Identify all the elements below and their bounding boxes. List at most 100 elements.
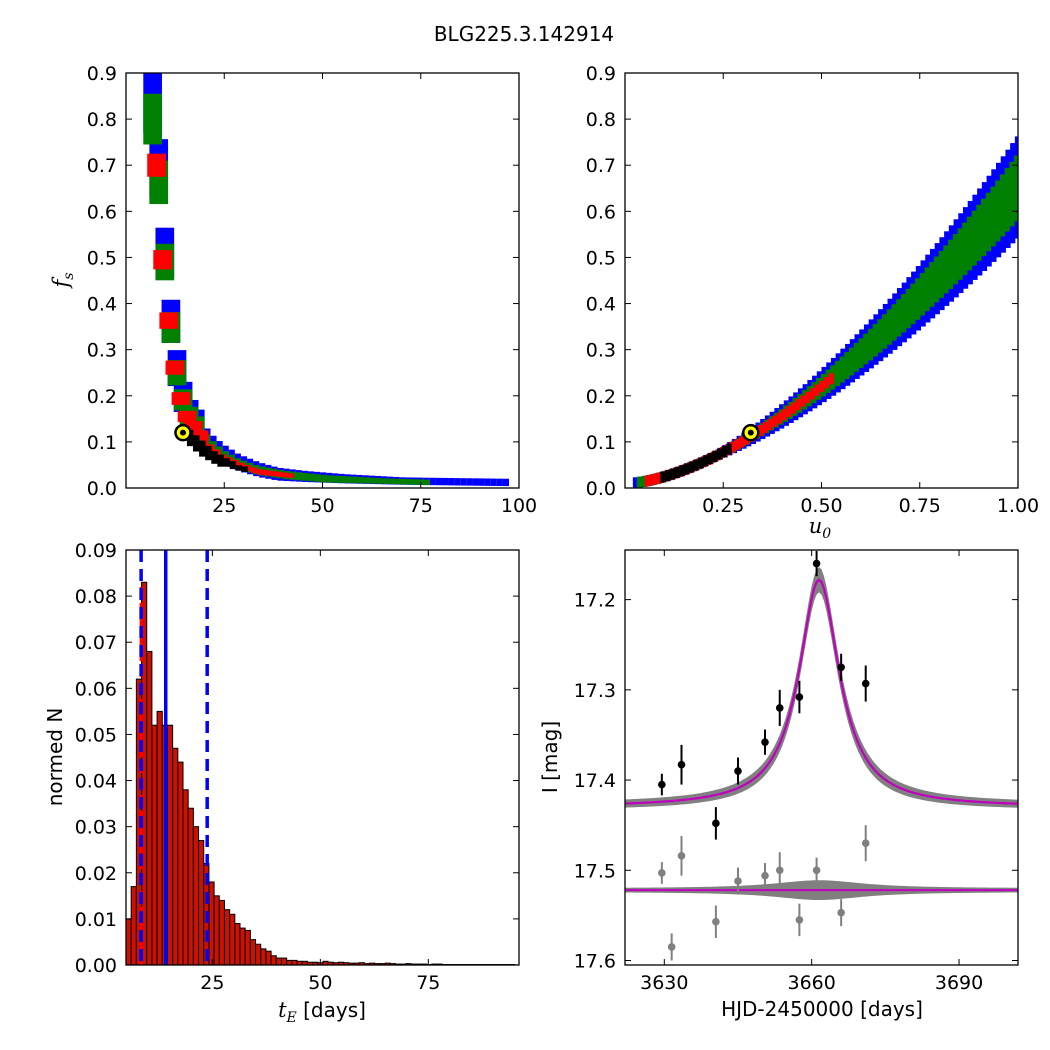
x-tick-label: 3690 (935, 972, 983, 994)
2sigma-cell (143, 93, 162, 145)
hist-bar (286, 959, 293, 965)
p3-ylabel: normed N (43, 708, 67, 807)
x-tick-label: 75 (416, 972, 440, 994)
hist-bar (187, 807, 194, 965)
x-tick-label: 25 (212, 495, 236, 517)
1sigma-cell (644, 475, 650, 487)
residual-point (712, 917, 720, 926)
3sigma-cell (429, 477, 436, 486)
x-tick-label: 100 (501, 495, 537, 517)
2sigma-cell (877, 319, 883, 353)
2sigma-cell (844, 352, 850, 380)
1sigma-cell (776, 412, 782, 424)
hist-bar (239, 927, 246, 965)
2sigma-cell (962, 222, 968, 276)
p3-axes-frame (125, 549, 520, 966)
best-cell (693, 459, 699, 471)
2sigma-cell (919, 272, 925, 316)
data-point (734, 767, 742, 775)
3sigma-cell (435, 477, 442, 486)
y-tick-label: 0.3 (87, 340, 117, 362)
hist-bar (260, 948, 267, 965)
hist-bar (130, 886, 137, 965)
1sigma-cell (767, 418, 773, 430)
residual-point (734, 877, 742, 885)
hist-bar (275, 957, 282, 965)
3sigma-cell (478, 478, 485, 486)
hist-bar (223, 909, 231, 965)
1sigma-cell (654, 473, 660, 485)
y-tick-label: 0.07 (75, 632, 117, 654)
x-tick-label: 50 (310, 495, 334, 517)
residual-point (667, 943, 676, 951)
2sigma-cell (1009, 161, 1015, 227)
1sigma-cell (275, 471, 282, 477)
1sigma-cell (257, 469, 264, 475)
1sigma-cell (804, 391, 811, 404)
1sigma-cell (738, 436, 745, 448)
x-tick-label: 3630 (640, 972, 688, 994)
residual-point (775, 866, 784, 875)
y-tick-label: 0.04 (75, 771, 117, 793)
y-tick-label: 0.4 (87, 294, 117, 316)
panel-fs-vs-te: 25 50 75 1000.00.10.20.30.40.50.60.70.80.9 … (49, 63, 537, 517)
y-tick-label: 17.2 (574, 590, 616, 612)
y-tick-label: 17.5 (574, 860, 616, 882)
2sigma-cell (952, 234, 958, 285)
2sigma-cell (896, 299, 902, 337)
best-cell (660, 471, 666, 483)
y-tick-label: 0.8 (87, 109, 117, 131)
y-tick-label: 0.3 (586, 340, 616, 362)
residual-point (677, 852, 686, 860)
x-tick-label: 75 (409, 495, 433, 517)
3sigma-cell (502, 478, 509, 487)
panel-fs-vs-u0: 0.25 0.50 0.75 1.00 0.0 0.1 0.2 0.3 0.4 0.5 0.6 0.7… (586, 63, 1039, 542)
2sigma-cell (849, 347, 855, 376)
p2-plot-area (632, 136, 1018, 488)
hist-bar (244, 929, 251, 965)
best-cell (688, 461, 694, 473)
1sigma-cell (771, 415, 778, 427)
3sigma-cell (448, 478, 455, 486)
2sigma-cell (863, 333, 869, 365)
data-point (677, 760, 686, 769)
hist-bar (172, 747, 179, 965)
p4-xlabel: HJD-2450000 [days] (721, 997, 923, 1021)
1sigma-cell (171, 392, 191, 405)
best-cell (707, 453, 713, 465)
3sigma-cell (632, 477, 639, 488)
2sigma-cell (368, 477, 375, 484)
2sigma-cell (858, 338, 864, 368)
best-cell (679, 465, 685, 477)
2sigma-cell (301, 472, 308, 481)
model-band (625, 567, 1018, 808)
best-cell (199, 451, 218, 457)
3sigma-cell (484, 478, 491, 486)
y-tick-label: 17.6 (574, 950, 616, 972)
2sigma-cell (834, 360, 841, 387)
1sigma-cell (165, 360, 185, 375)
2sigma-cell (971, 210, 977, 266)
data-point (775, 704, 784, 712)
2sigma-cell (915, 278, 921, 320)
1sigma-cell (147, 153, 166, 177)
data-point (837, 663, 845, 672)
1sigma-cell (153, 250, 172, 270)
2sigma-cell (886, 309, 892, 345)
best-cell (211, 458, 230, 464)
best-cell (193, 445, 212, 452)
1sigma-cell (795, 399, 801, 411)
2sigma-cell (943, 245, 949, 294)
data-point (761, 738, 769, 746)
p3-xlabel: tE [days] (278, 998, 366, 1026)
2sigma-cell (882, 314, 888, 349)
best-cell (205, 454, 224, 461)
1sigma-cell (287, 473, 294, 478)
hist-bar (146, 650, 153, 965)
y-tick-label: 17.4 (574, 770, 616, 792)
y-tick-label: 0.03 (75, 817, 117, 839)
1sigma-cell (814, 384, 820, 396)
x-tick-label: 0.75 (899, 495, 941, 517)
p3-ticks: 25 50 75 0.00 0.01 0.02 0.03 0.04 0.05 0.06 0.07 0.… (75, 540, 519, 994)
2sigma-cell (1014, 155, 1018, 222)
